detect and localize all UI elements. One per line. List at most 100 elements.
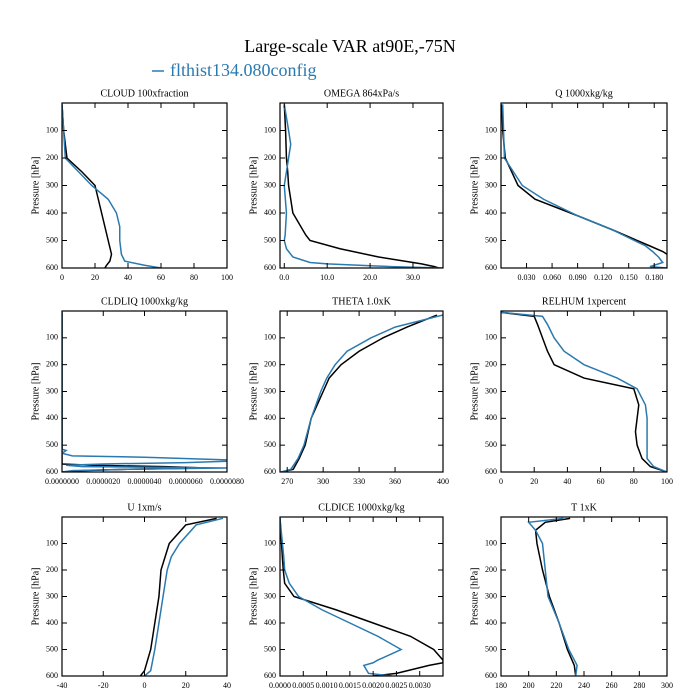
x-tick-label: 20.0 [363, 273, 377, 282]
y-tick-label: 300 [264, 386, 276, 395]
y-axis-label: Pressure [hPa] [30, 362, 41, 420]
y-tick-label: 100 [46, 538, 58, 547]
y-tick-label: 300 [485, 386, 497, 395]
x-tick-label: 360 [389, 477, 401, 486]
x-tick-label: 20 [530, 477, 538, 486]
profile-line [62, 312, 227, 472]
x-tick-label: 0.0000 [269, 681, 291, 690]
y-tick-label: 400 [485, 413, 497, 422]
x-tick-label: 30.0 [406, 273, 420, 282]
x-tick-label: 40 [124, 273, 132, 282]
x-tick-label: 0.150 [620, 273, 638, 282]
panel-title: T 1xK [571, 502, 597, 513]
x-tick-label: 60 [157, 273, 165, 282]
legend-label: flthist134.080config [170, 60, 317, 80]
y-tick-label: 300 [264, 180, 276, 189]
x-tick-label: 280 [633, 681, 645, 690]
y-tick-label: 400 [485, 208, 497, 217]
panel-title: THETA 1.0xK [332, 296, 391, 307]
y-tick-label: 500 [264, 440, 276, 449]
y-tick-label: 200 [264, 565, 276, 574]
y-axis-label: Pressure [hPa] [248, 156, 259, 214]
x-tick-label: 0.0025 [385, 681, 407, 690]
y-tick-label: 600 [46, 467, 58, 476]
x-tick-label: 240 [578, 681, 590, 690]
x-tick-label: 60 [597, 477, 605, 486]
panel: CLDICE 1000xkg/kg Pressure [hPa] 100 200 300… [248, 502, 444, 690]
y-tick-label: 200 [46, 565, 58, 574]
y-tick-label: 400 [264, 413, 276, 422]
profile-line [501, 311, 667, 472]
y-tick-label: 500 [485, 235, 497, 244]
y-axis-label: Pressure [hPa] [469, 567, 480, 625]
x-tick-label: 20 [91, 273, 99, 282]
y-tick-label: 300 [485, 180, 497, 189]
y-tick-label: 500 [264, 644, 276, 653]
y-tick-label: 200 [46, 153, 58, 162]
plot-frame [279, 102, 444, 269]
profile-line [62, 104, 113, 268]
panel-title: CLDICE 1000xkg/kg [318, 502, 404, 513]
y-tick-label: 600 [264, 467, 276, 476]
y-tick-label: 500 [46, 644, 58, 653]
profile-line [280, 518, 403, 676]
x-tick-label: 0.0000080 [210, 477, 244, 486]
y-tick-label: 500 [46, 235, 58, 244]
x-tick-label: 10.0 [320, 273, 334, 282]
x-tick-label: 100 [221, 273, 233, 282]
profile-line [501, 104, 667, 256]
y-tick-label: 600 [485, 263, 497, 272]
plot-frame [279, 310, 444, 473]
y-tick-label: 300 [264, 591, 276, 600]
x-tick-label: 40 [223, 681, 231, 690]
profile-line [281, 314, 438, 472]
panel: T 1xK Pressure [hPa] 100 200 300 400 500 600180… [469, 502, 673, 690]
x-tick-label: 40 [563, 477, 571, 486]
panel-title: U 1xm/s [127, 502, 161, 513]
x-tick-label: -40 [57, 681, 68, 690]
y-tick-label: 400 [46, 413, 58, 422]
x-tick-label: 0 [143, 681, 147, 690]
panel: OMEGA 864xPa/s Pressure [hPa] 100 200 300 400… [248, 88, 444, 282]
panel: CLDLIQ 1000xkg/kg Pressure [hPa] 100 200 300… [30, 296, 244, 486]
x-tick-label: 0.0015 [339, 681, 361, 690]
profile-line [280, 314, 443, 472]
plot-frame [500, 102, 668, 269]
y-tick-label: 100 [264, 333, 276, 342]
x-tick-label: 0.090 [569, 273, 587, 282]
y-tick-label: 200 [46, 359, 58, 368]
y-tick-label: 200 [485, 565, 497, 574]
figure-title: Large-scale VAR at90E,-75N [244, 36, 455, 56]
x-tick-label: 0.0000060 [169, 477, 203, 486]
x-tick-label: 0 [499, 477, 503, 486]
x-tick-label: 0.180 [645, 273, 663, 282]
y-tick-label: 100 [46, 125, 58, 134]
profile-line [283, 104, 439, 268]
y-tick-label: 500 [46, 440, 58, 449]
profile-line [527, 517, 578, 676]
x-tick-label: 0.0000000 [45, 477, 79, 486]
panel-title: RELHUM 1xpercent [542, 296, 626, 307]
y-tick-label: 400 [264, 208, 276, 217]
x-tick-label: -20 [98, 681, 109, 690]
y-tick-label: 500 [485, 440, 497, 449]
y-axis-label: Pressure [hPa] [248, 362, 259, 420]
panel: THETA 1.0xK Pressure [hPa] 100 200 300 400 500… [248, 296, 449, 486]
y-tick-label: 300 [485, 591, 497, 600]
x-tick-label: 330 [353, 477, 365, 486]
y-tick-label: 100 [485, 333, 497, 342]
y-tick-label: 100 [264, 125, 276, 134]
x-tick-label: 0 [60, 273, 64, 282]
panel-title: CLDLIQ 1000xkg/kg [101, 296, 188, 307]
x-tick-label: 0.030 [518, 273, 536, 282]
x-tick-label: 200 [523, 681, 535, 690]
y-tick-label: 100 [485, 125, 497, 134]
panel-title: OMEGA 864xPa/s [324, 88, 399, 99]
x-tick-label: 270 [281, 477, 293, 486]
y-axis-label: Pressure [hPa] [30, 567, 41, 625]
y-tick-label: 400 [264, 618, 276, 627]
plot-frame [61, 516, 228, 677]
profile-line [280, 518, 443, 676]
